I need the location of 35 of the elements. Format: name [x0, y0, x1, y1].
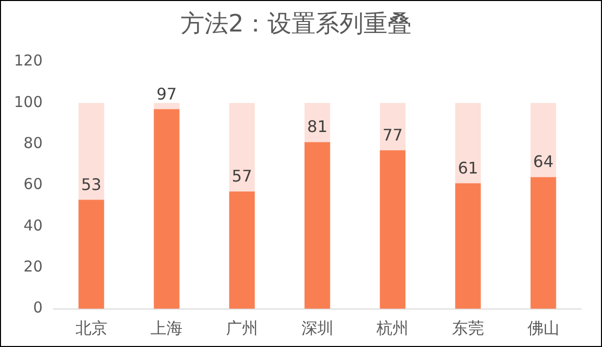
x-tick-label: 深圳 — [301, 318, 334, 338]
data-label: 57 — [232, 166, 252, 186]
x-tick-label: 上海 — [150, 318, 183, 338]
x-tick-label: 佛山 — [527, 318, 560, 338]
data-label: 97 — [156, 84, 177, 104]
bar — [455, 183, 481, 309]
data-label: 77 — [382, 125, 403, 144]
data-label: 81 — [307, 117, 328, 136]
data-label: 61 — [458, 158, 478, 178]
y-tick-label: 20 — [24, 258, 43, 276]
x-tick-label: 广州 — [226, 318, 258, 338]
bar — [229, 191, 255, 309]
bar — [154, 102, 180, 110]
bar — [154, 109, 180, 309]
y-tick-label: 120 — [14, 52, 43, 70]
x-tick-label: 东莞 — [452, 318, 484, 338]
y-tick-label: 40 — [24, 216, 43, 234]
y-tick-label: 80 — [24, 134, 43, 152]
bar — [229, 102, 255, 192]
x-tick-label: 杭州 — [376, 318, 409, 338]
data-label: 64 — [533, 152, 554, 172]
y-tick-label: 0 — [33, 298, 43, 317]
data-label: 53 — [81, 174, 102, 194]
bar — [380, 150, 406, 309]
bar — [530, 177, 556, 309]
bar — [530, 102, 556, 178]
bar — [78, 200, 104, 309]
bar — [455, 102, 481, 184]
x-tick-label: 北京 — [75, 318, 108, 338]
bar — [78, 102, 104, 200]
bar — [380, 102, 406, 150]
y-tick-label: 100 — [14, 92, 43, 111]
chart-title: 方法2：设置系列重叠 — [180, 10, 412, 38]
bar — [304, 142, 330, 309]
y-tick-label: 60 — [24, 175, 43, 194]
